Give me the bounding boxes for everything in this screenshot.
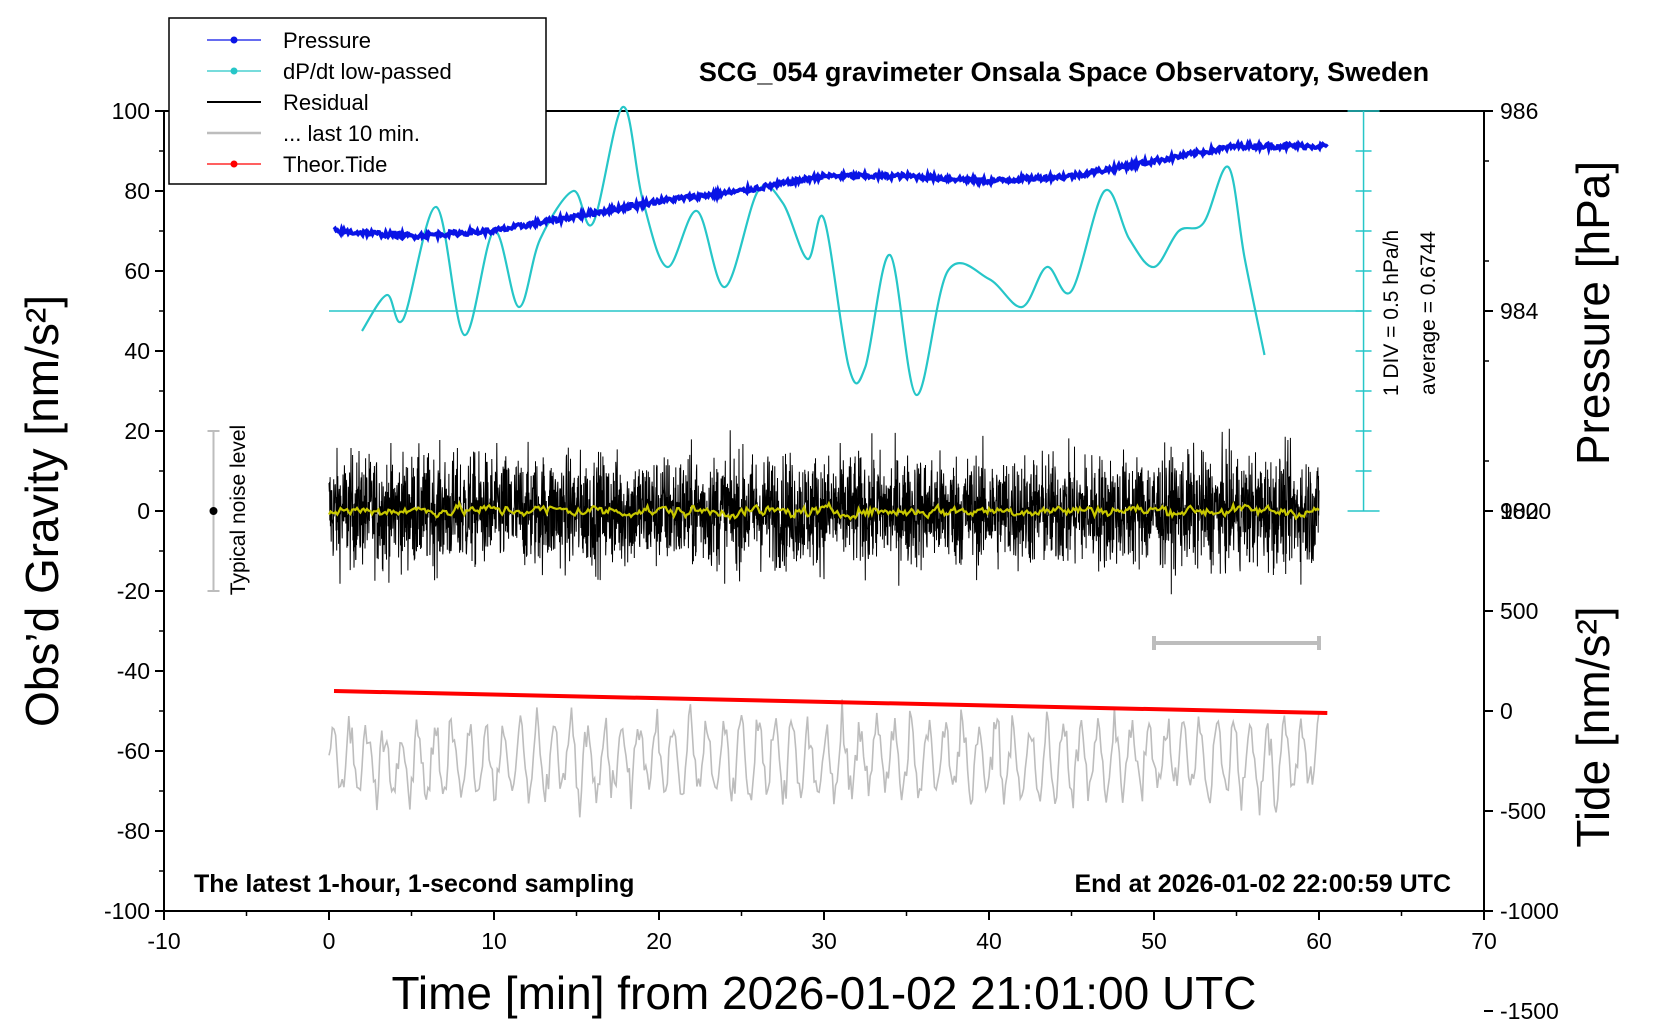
y-tick-label: 80 [124,178,150,204]
note-left: The latest 1-hour, 1-second sampling [194,870,634,898]
series-residual-low-passed [328,499,1320,521]
y-tick-label: 20 [124,418,150,444]
last-10-min-bar [1152,636,1321,650]
y-tick-label: 60 [124,258,150,284]
legend-label: Pressure [283,28,371,53]
y-tick-label: -20 [117,578,150,604]
x-tick-label: 70 [1471,928,1497,954]
legend: Pressure dP/dt low-passed Residual ... last… [168,17,547,185]
series-dpdt-low-passed [361,105,1266,397]
legend-label: ... last 10 min. [283,121,420,146]
y-tick-label: -80 [117,818,150,844]
x-tick-label: 20 [646,928,672,954]
chart-title: SCG_054 gravimeter Onsala Space Observat… [699,57,1429,87]
x-axis-ticks: -10 0 10 20 30 40 50 60 70 [147,911,1497,954]
y-left-axis-title: Obs’d Gravity [nm/s²] [16,295,68,727]
y-tick-label: 40 [124,338,150,364]
legend-marker [230,160,238,168]
tide-tick-label: 500 [1500,598,1538,624]
y-tick-label: -100 [104,898,150,924]
x-tick-label: 30 [811,928,837,954]
series-pressure [332,137,1329,244]
pressure-tick-label: 986 [1500,98,1538,124]
y-tick-label: 0 [137,498,150,524]
y-tick-label: -40 [117,658,150,684]
x-tick-label: 50 [1141,928,1167,954]
tide-tick-label: 0 [1500,698,1513,724]
y-tick-label: 100 [112,98,150,124]
legend-marker [230,36,238,44]
note-right: End at 2026-01-02 22:00:59 UTC [1074,870,1451,898]
noise-level-label: Typical noise level [227,425,250,595]
x-tick-label: -10 [147,928,180,954]
pressure-tick-label: 984 [1500,298,1539,324]
legend-label: dP/dt low-passed [283,59,452,84]
y-left-axis-ticks: 100 80 60 40 20 0 -20 -40 -60 -80 -100 [104,98,164,924]
x-tick-label: 10 [481,928,507,954]
tide-axis-ticks: 1000 500 0 -500 -1000 -1500 [1484,498,1559,1020]
x-tick-label: 40 [976,928,1002,954]
legend-label: Residual [283,90,369,115]
tide-tick-label: -1000 [1500,898,1559,924]
legend-label: Theor.Tide [283,152,387,177]
dpdt-scale-label: 1 DIV = 0.5 hPa/h [1380,230,1403,396]
tide-tick-label: -1500 [1500,998,1559,1020]
series-last-10-min [328,699,1320,818]
pressure-tick-label: 982 [1500,498,1538,524]
series-theor-tide [333,689,1328,715]
series-residual [328,428,1320,595]
tide-tick-label: -500 [1500,798,1546,824]
x-tick-label: 60 [1306,928,1332,954]
pressure-axis-ticks: 986 984 982 [1483,98,1539,524]
tide-tick-label: 1000 [1500,498,1551,524]
legend-marker [230,67,238,75]
noise-level-marker [207,430,220,592]
y-tick-label: -60 [117,738,150,764]
dpdt-average-label: average = 0.6744 [1417,231,1440,395]
x-axis-title: Time [min] from 2026-01-02 21:01:00 UTC [392,967,1257,1019]
y-tide-axis-title: Tide [nm/s²] [1567,606,1619,847]
y-pressure-axis-title: Pressure [hPa] [1567,161,1619,465]
x-tick-label: 0 [323,928,336,954]
noise-level-dot [209,507,218,515]
